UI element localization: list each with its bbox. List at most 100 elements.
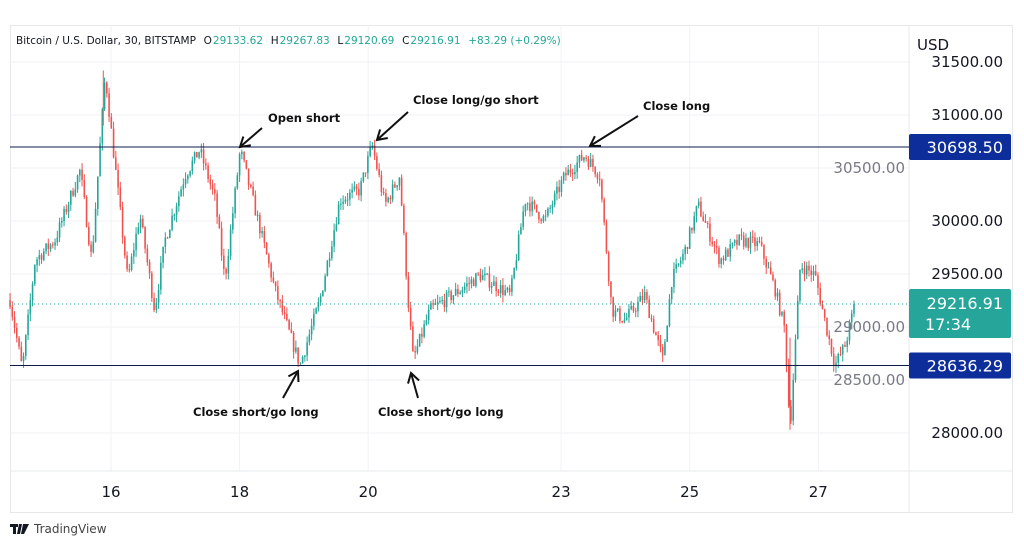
candle-body (65, 208, 68, 213)
candle-body (445, 292, 448, 307)
candle-body (160, 262, 162, 290)
candle-body (718, 247, 720, 264)
candle-body (434, 303, 437, 305)
candle-body (315, 308, 317, 314)
candle-body (351, 189, 353, 193)
candle-body (488, 273, 491, 288)
candle-body (178, 196, 180, 207)
candle-body (81, 169, 83, 180)
candle-body (587, 158, 590, 167)
arrow-icon (589, 115, 639, 147)
candles (9, 70, 855, 430)
candle-body (344, 199, 347, 202)
candle-body (828, 335, 831, 339)
candle-body (340, 203, 342, 205)
candle-body (765, 258, 768, 268)
candle-body (103, 82, 106, 109)
candle-body (776, 292, 779, 297)
candle-body (342, 201, 344, 204)
candle-body (349, 192, 351, 200)
candle-body (115, 157, 117, 170)
candle-body (515, 260, 518, 269)
candle-body (173, 214, 176, 216)
candle-body (380, 175, 383, 192)
candle-body (85, 197, 88, 227)
candle-body (652, 319, 655, 333)
candle-body (673, 268, 675, 288)
candle-body (583, 157, 585, 161)
annotation-label: Close long (643, 99, 710, 113)
candle-body (585, 157, 587, 159)
candle-body (432, 303, 434, 305)
candle-body (637, 301, 639, 312)
candle-body (412, 326, 414, 352)
arrow-head-icon (375, 129, 388, 142)
arrow-icon (282, 370, 299, 399)
candle-body (423, 324, 425, 337)
candle-body (117, 169, 119, 188)
candle-body (234, 188, 236, 214)
candle-body (754, 237, 756, 247)
candle-body (182, 184, 185, 190)
candle-body (49, 244, 52, 250)
candle-body (486, 273, 488, 275)
candle-body (135, 233, 137, 251)
candle-body (542, 216, 545, 222)
candle-body (810, 270, 813, 275)
candle-body (853, 304, 855, 314)
candle-body (151, 273, 153, 298)
currency-label[interactable]: USD (917, 36, 950, 54)
candle-body (299, 363, 302, 365)
candle-body (526, 203, 529, 205)
candle-body (436, 302, 439, 304)
levels: 30698.50 28636.29 29216.91 17:34 (10, 133, 1011, 379)
x-tick-label: 23 (552, 483, 571, 501)
candle-body (27, 314, 29, 336)
candle-body (715, 246, 718, 248)
candle-body (731, 242, 734, 245)
candle-body (414, 351, 416, 353)
candle-body (277, 286, 279, 300)
candle-body (265, 242, 268, 255)
candle-body (592, 159, 594, 168)
candle-body (137, 227, 140, 234)
candle-body (767, 267, 770, 269)
candle-body (520, 227, 522, 235)
candle-body (317, 302, 320, 309)
candle-body (832, 353, 835, 366)
candle-body (166, 237, 169, 239)
candle-body (477, 273, 479, 275)
candle-body (335, 224, 338, 231)
candle-body (781, 311, 783, 316)
candle-body (682, 253, 684, 261)
candle-body (688, 227, 691, 249)
low-value: 29120.69 (344, 35, 395, 47)
candle-body (184, 179, 187, 185)
tradingview-footer[interactable]: TradingView (10, 522, 107, 536)
candle-body (124, 237, 126, 256)
candle-body (252, 186, 254, 196)
candle-body (148, 262, 151, 274)
candle-body (261, 231, 263, 234)
candle-body (711, 241, 714, 245)
candle-body (376, 156, 378, 169)
candle-body (409, 307, 412, 327)
candle-body (722, 258, 725, 261)
candle-body (619, 308, 621, 321)
candle-body (40, 255, 43, 260)
candle-body (758, 241, 761, 243)
candle-body (391, 184, 394, 200)
candle-body (72, 190, 74, 196)
candle-body (319, 296, 322, 303)
candle-body (175, 206, 178, 215)
candle-body (738, 234, 741, 245)
candle-body (493, 281, 495, 286)
candle-body (607, 252, 610, 282)
candle-body (497, 291, 500, 293)
candle-body (430, 303, 432, 310)
candle-body (544, 215, 547, 217)
candle-body (254, 195, 257, 216)
candle-body (650, 318, 653, 320)
candle-body (625, 317, 628, 320)
